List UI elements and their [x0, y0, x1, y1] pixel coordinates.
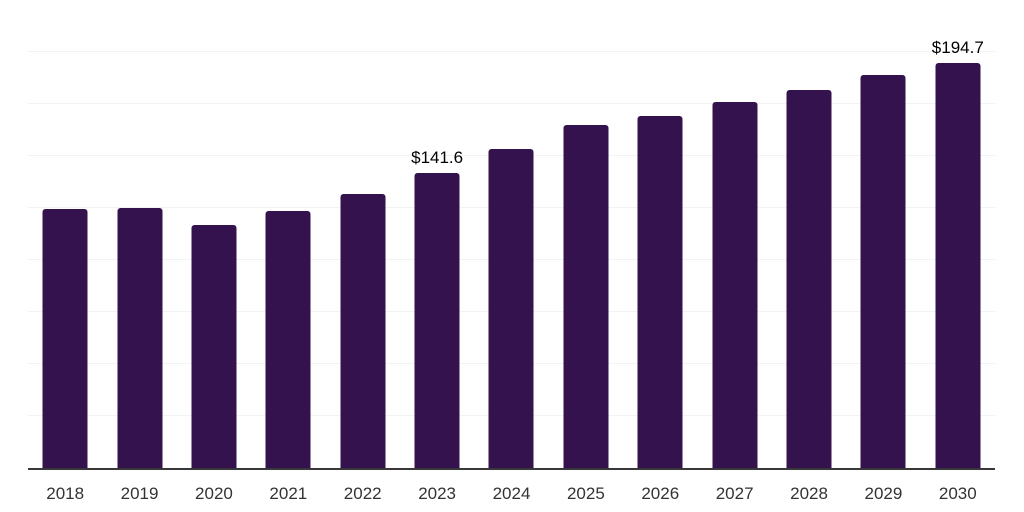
bar-2029	[860, 75, 906, 468]
x-tick-label-2029: 2029	[864, 484, 903, 503]
bar-slot	[28, 0, 102, 468]
plot-area: $141.6 $194.7	[28, 0, 995, 470]
bar-2021	[265, 210, 311, 468]
x-tick-label-2025: 2025	[566, 484, 605, 503]
x-tick-label-2021: 2021	[269, 484, 308, 503]
x-tick-label-2030: 2030	[938, 484, 977, 503]
bar-slot	[177, 0, 251, 468]
bar-2025	[563, 125, 609, 468]
x-tick-label-2022: 2022	[343, 484, 382, 503]
bar-slot	[474, 0, 548, 468]
x-tick-label-2028: 2028	[790, 484, 828, 503]
bar-2023	[414, 173, 460, 468]
bar-slot	[326, 0, 400, 468]
bar-slot	[102, 0, 176, 468]
x-tick-label-2027: 2027	[715, 484, 754, 503]
bar-2027	[712, 101, 758, 468]
bar-2024	[488, 149, 534, 468]
bar-2030	[935, 63, 981, 468]
bar-value-label-2023: $141.6	[411, 148, 464, 168]
bar-slot	[623, 0, 697, 468]
x-tick-label-2019: 2019	[120, 484, 159, 503]
bar-2028	[786, 89, 832, 468]
x-tick-label-2020: 2020	[195, 484, 233, 503]
bar-slot	[251, 0, 325, 468]
bar-slot: $141.6	[400, 0, 474, 468]
bar-slot	[549, 0, 623, 468]
bar-slot: $194.7	[921, 0, 995, 468]
bar-value-label-2030: $194.7	[931, 38, 984, 58]
bar-2026	[637, 115, 683, 468]
x-tick-label-2024: 2024	[492, 484, 531, 503]
bar-2020	[191, 224, 237, 468]
gridline	[28, 51, 995, 52]
x-tick-label-2026: 2026	[641, 484, 680, 503]
gridline	[28, 103, 995, 104]
bar-slot	[846, 0, 920, 468]
bar-2022	[340, 193, 386, 468]
x-tick-label-2018: 2018	[46, 484, 85, 503]
bar-2018	[42, 208, 88, 468]
x-tick-label-2023: 2023	[418, 484, 457, 503]
bar-2019	[117, 207, 163, 468]
bar-slot	[697, 0, 771, 468]
bar-slot	[772, 0, 846, 468]
